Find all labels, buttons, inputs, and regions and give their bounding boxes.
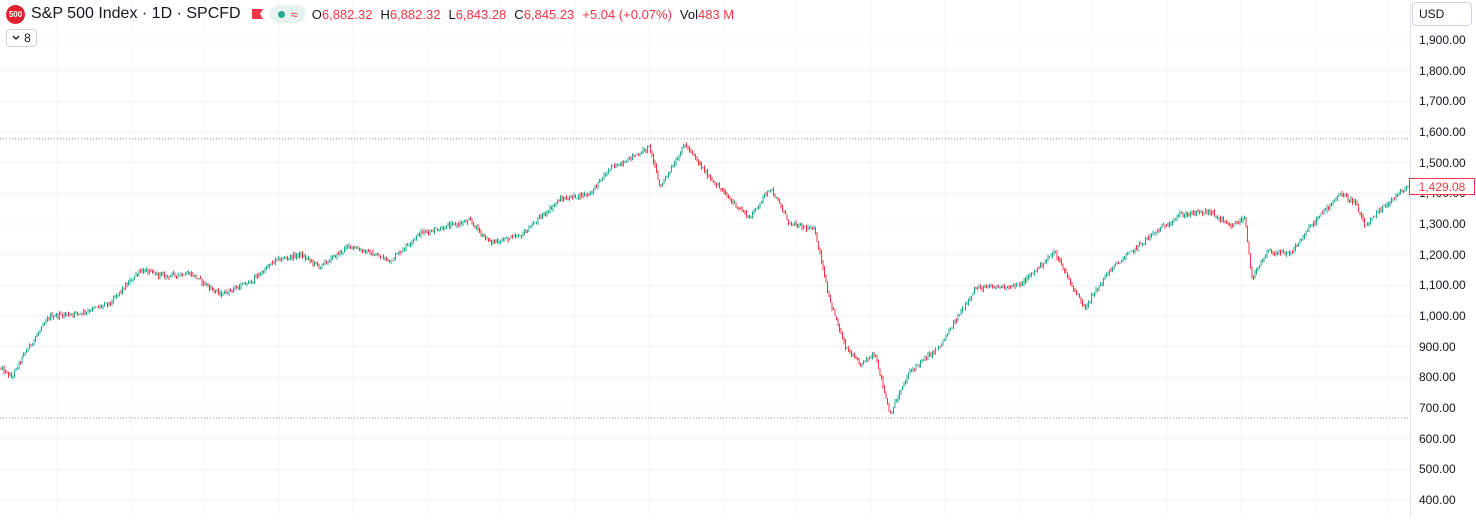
low-value: 6,843.28 [455,6,507,22]
last-price-tag: 1,429.08 [1409,178,1475,195]
sp500-logo: 500 [6,4,25,24]
y-tick-label: 500.00 [1419,462,1456,477]
high-label: H [380,6,390,22]
price-axis[interactable]: 1,900.00 1,800.00 1,700.00 1,600.00 1,500.00… [1410,0,1476,516]
currency-button[interactable]: USD [1412,2,1472,26]
y-tick-label: 1,700.00 [1419,94,1466,109]
open-label: O [311,6,322,22]
y-tick-label: 1,300.00 [1419,217,1466,231]
change-value: +5.04 (+0.07%) [582,6,672,22]
y-tick-label: 800.00 [1419,370,1456,385]
chevron-down-icon [12,35,20,40]
y-tick-label: 1,500.00 [1419,155,1466,170]
close-value: 6,845.23 [523,6,575,22]
indicator-count: 8 [24,31,31,45]
ohlc-values: O6,882.32 H6,882.32 L6,843.28 C6,845.23 … [312,7,734,22]
market-open-dot-icon [277,10,285,18]
volume-label: Vol [679,6,698,22]
chart-plot-area[interactable] [0,0,1410,516]
volume-value: 483 M [698,6,735,22]
y-tick-label: 600.00 [1419,431,1456,446]
indicators-toggle-button[interactable]: 8 [6,29,37,47]
flag-icon[interactable] [251,8,264,20]
market-status-pill[interactable]: ≈ [269,5,306,23]
low-label: L [448,6,456,22]
symbol-title[interactable]: S&P 500 Index · 1D · SPCFD [31,5,241,22]
candles-group [0,142,1410,414]
y-tick-label: 1,200.00 [1419,247,1466,262]
y-tick-label: 1,800.00 [1419,63,1466,78]
symbol-legend: 500 S&P 500 Index · 1D · SPCFD ≈ O6,882.… [6,4,734,24]
y-tick-label: 1,000.00 [1419,309,1466,323]
y-tick-label: 900.00 [1419,339,1456,354]
y-tick-label: 1,100.00 [1419,278,1466,293]
high-value: 6,882.32 [389,6,441,22]
open-value: 6,882.32 [321,6,373,22]
delayed-data-icon: ≈ [290,6,298,22]
price-chart[interactable] [0,0,1410,516]
y-tick-label: 400.00 [1419,493,1456,507]
y-tick-label: 1,900.00 [1419,33,1466,47]
y-tick-label: 700.00 [1419,401,1456,415]
y-tick-label: 1,600.00 [1419,125,1466,139]
close-label: C [514,6,524,22]
